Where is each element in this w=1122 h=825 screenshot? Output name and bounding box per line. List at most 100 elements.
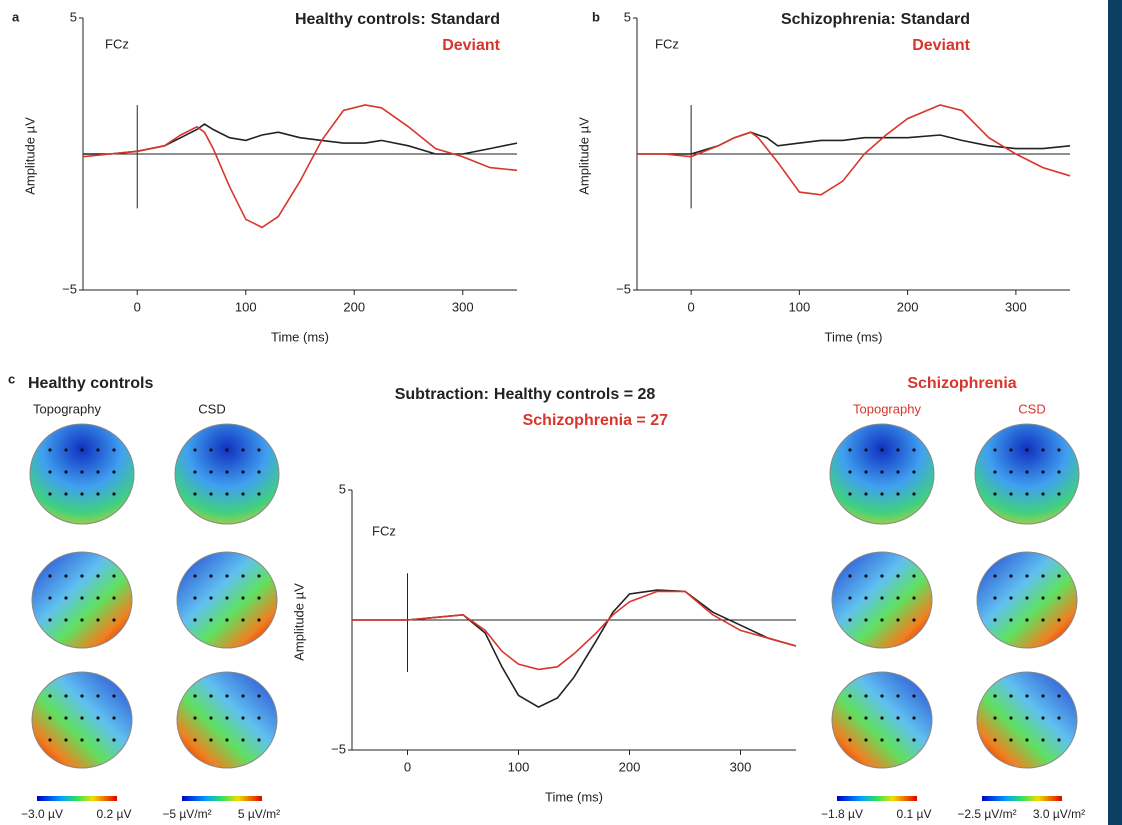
electrode <box>257 470 260 473</box>
electrode <box>225 596 228 599</box>
electrode <box>209 596 212 599</box>
electrode <box>209 618 212 621</box>
electrode <box>1057 470 1060 473</box>
electrode <box>1025 596 1028 599</box>
electrode <box>241 470 244 473</box>
electrode <box>1041 448 1044 451</box>
electrode <box>193 470 196 473</box>
electrode <box>848 448 851 451</box>
electrode <box>864 738 867 741</box>
electrode <box>864 694 867 697</box>
colorbar-min: −2.5 µV/m² <box>957 807 1016 821</box>
electrode <box>912 470 915 473</box>
electrode <box>64 694 67 697</box>
electrode <box>880 694 883 697</box>
electrode <box>96 470 99 473</box>
electrode <box>257 574 260 577</box>
electrode <box>257 738 260 741</box>
electrode <box>112 492 115 495</box>
head-top <box>975 424 1079 524</box>
electrode <box>193 738 196 741</box>
electrode <box>193 716 196 719</box>
panel-letter: c <box>8 371 15 386</box>
electrode <box>1041 492 1044 495</box>
electrode <box>1009 716 1012 719</box>
figure: 0100200300−55Time (ms)Amplitude µVaFCzHe… <box>0 0 1122 825</box>
electrode <box>848 694 851 697</box>
electrode <box>912 448 915 451</box>
column-label: CSD <box>1018 401 1045 416</box>
electrode <box>80 716 83 719</box>
electrode <box>1057 618 1060 621</box>
electrode <box>864 716 867 719</box>
electrode <box>1009 492 1012 495</box>
electrode <box>48 596 51 599</box>
electrode <box>48 716 51 719</box>
electrode <box>912 694 915 697</box>
electrode <box>193 448 196 451</box>
electrode <box>1057 596 1060 599</box>
electrode <box>880 618 883 621</box>
line-chart: 0100200300−55Time (ms)Amplitude µVbFCzSc… <box>576 9 1070 344</box>
head-back <box>32 672 132 768</box>
x-tick-label: 300 <box>1005 299 1027 314</box>
head-top <box>175 424 279 524</box>
electrode <box>225 574 228 577</box>
electrode <box>1025 574 1028 577</box>
electrode <box>848 716 851 719</box>
electrode <box>257 596 260 599</box>
y-tick-label: 5 <box>624 9 631 24</box>
electrode <box>241 618 244 621</box>
electrode <box>209 470 212 473</box>
electrode <box>1025 448 1028 451</box>
electrode <box>225 492 228 495</box>
electrode <box>880 448 883 451</box>
electrode <box>225 470 228 473</box>
colorbar-min: −1.8 µV <box>821 807 863 821</box>
electrode <box>241 596 244 599</box>
electrode <box>896 618 899 621</box>
electrode <box>257 492 260 495</box>
colorbar-min: −5 µV/m² <box>162 807 211 821</box>
electrode <box>1009 618 1012 621</box>
electrode <box>64 448 67 451</box>
panel-title: Healthy controls <box>28 375 153 392</box>
electrode <box>1041 694 1044 697</box>
electrode <box>225 618 228 621</box>
electrode <box>880 492 883 495</box>
electrode <box>241 716 244 719</box>
channel-label: FCz <box>372 523 396 538</box>
electrode <box>96 448 99 451</box>
x-tick-label: 100 <box>508 759 530 774</box>
electrode <box>193 694 196 697</box>
electrode <box>1009 694 1012 697</box>
y-tick-label: −5 <box>331 741 346 756</box>
electrode <box>257 716 260 719</box>
electrode <box>64 596 67 599</box>
head-back <box>832 672 932 768</box>
head-back <box>977 672 1077 768</box>
panel-title: Schizophrenia <box>907 375 1016 392</box>
electrode <box>993 738 996 741</box>
electrode <box>1041 574 1044 577</box>
electrode <box>993 448 996 451</box>
electrode <box>896 596 899 599</box>
electrode <box>912 492 915 495</box>
electrode <box>896 448 899 451</box>
electrode <box>993 470 996 473</box>
electrode <box>864 596 867 599</box>
electrode <box>112 738 115 741</box>
electrode <box>112 716 115 719</box>
y-tick-label: 5 <box>339 481 346 496</box>
electrode <box>1025 618 1028 621</box>
head-top <box>30 424 134 524</box>
line-chart: 0100200300−55Time (ms)Amplitude µVaFCzHe… <box>12 9 517 344</box>
electrode <box>912 618 915 621</box>
legend-entry: Schizophrenia = 27 <box>523 412 668 429</box>
column-label: CSD <box>198 401 225 416</box>
y-tick-label: −5 <box>616 281 631 296</box>
electrode <box>112 618 115 621</box>
electrode <box>1041 716 1044 719</box>
series-line <box>637 132 1070 154</box>
electrode <box>48 694 51 697</box>
